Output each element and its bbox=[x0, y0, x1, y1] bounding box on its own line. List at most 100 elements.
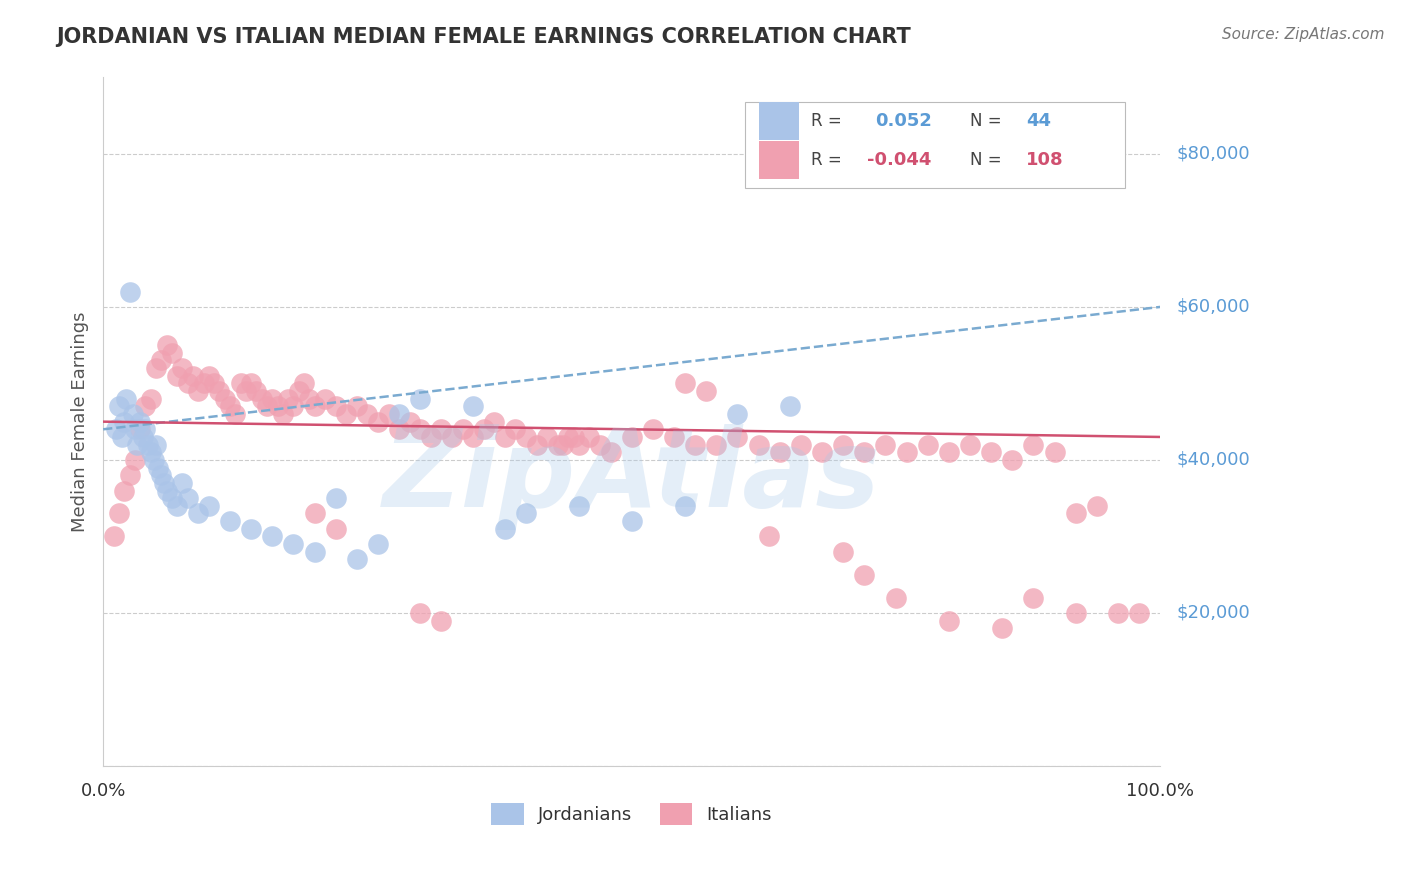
Point bbox=[314, 392, 336, 406]
Point bbox=[283, 537, 305, 551]
Point bbox=[853, 567, 876, 582]
Point bbox=[515, 507, 537, 521]
Point bbox=[224, 407, 246, 421]
Point bbox=[578, 430, 600, 444]
Point bbox=[568, 437, 591, 451]
Point bbox=[256, 400, 278, 414]
Point bbox=[160, 491, 183, 505]
Point bbox=[177, 491, 200, 505]
Point bbox=[172, 475, 194, 490]
Point bbox=[202, 376, 225, 391]
Point bbox=[589, 437, 612, 451]
Point bbox=[515, 430, 537, 444]
Point bbox=[1085, 499, 1108, 513]
Point bbox=[1022, 591, 1045, 605]
Point bbox=[240, 522, 263, 536]
Point bbox=[187, 384, 209, 398]
Point bbox=[208, 384, 231, 398]
Point bbox=[112, 483, 135, 498]
Point bbox=[896, 445, 918, 459]
Point bbox=[136, 437, 159, 451]
Point bbox=[484, 415, 506, 429]
Point bbox=[134, 400, 156, 414]
Point bbox=[103, 529, 125, 543]
Point bbox=[725, 430, 748, 444]
Point bbox=[1043, 445, 1066, 459]
Text: N =: N = bbox=[970, 112, 1001, 130]
Point bbox=[118, 285, 141, 299]
Point bbox=[104, 422, 127, 436]
Point bbox=[472, 422, 495, 436]
Point bbox=[145, 437, 167, 451]
Point bbox=[124, 453, 146, 467]
Point bbox=[430, 422, 453, 436]
Point bbox=[129, 422, 152, 436]
Point bbox=[1022, 437, 1045, 451]
Point bbox=[112, 415, 135, 429]
Point bbox=[430, 614, 453, 628]
Point bbox=[463, 400, 485, 414]
Point bbox=[166, 368, 188, 383]
Point bbox=[505, 422, 527, 436]
Point bbox=[146, 460, 169, 475]
Point bbox=[917, 437, 939, 451]
Point bbox=[325, 491, 347, 505]
Point bbox=[673, 376, 696, 391]
Point bbox=[155, 483, 177, 498]
Point bbox=[641, 422, 664, 436]
Point bbox=[181, 368, 204, 383]
Point bbox=[853, 445, 876, 459]
Point bbox=[193, 376, 215, 391]
Point bbox=[536, 430, 558, 444]
Text: Source: ZipAtlas.com: Source: ZipAtlas.com bbox=[1222, 27, 1385, 42]
Point bbox=[245, 384, 267, 398]
Point bbox=[124, 422, 146, 436]
Point bbox=[150, 353, 173, 368]
Point bbox=[779, 400, 801, 414]
Point bbox=[1064, 606, 1087, 620]
Point bbox=[271, 407, 294, 421]
FancyBboxPatch shape bbox=[759, 141, 799, 179]
Text: $80,000: $80,000 bbox=[1177, 145, 1250, 163]
Point bbox=[250, 392, 273, 406]
Point bbox=[704, 437, 727, 451]
Point bbox=[177, 376, 200, 391]
Point bbox=[1001, 453, 1024, 467]
Point bbox=[725, 407, 748, 421]
Point bbox=[388, 407, 411, 421]
Point bbox=[551, 437, 574, 451]
Point bbox=[129, 415, 152, 429]
Point bbox=[132, 430, 155, 444]
Point bbox=[673, 499, 696, 513]
Point bbox=[262, 392, 284, 406]
Point bbox=[346, 400, 368, 414]
Point bbox=[304, 544, 326, 558]
Point bbox=[1064, 507, 1087, 521]
Point bbox=[388, 422, 411, 436]
Point bbox=[139, 445, 162, 459]
Text: R =: R = bbox=[811, 151, 842, 169]
Point bbox=[620, 430, 643, 444]
Legend: Jordanians, Italians: Jordanians, Italians bbox=[484, 796, 779, 832]
Point bbox=[118, 468, 141, 483]
Point bbox=[875, 437, 897, 451]
Point bbox=[198, 368, 221, 383]
Point bbox=[160, 346, 183, 360]
Point bbox=[134, 422, 156, 436]
Point bbox=[240, 376, 263, 391]
Point bbox=[832, 437, 855, 451]
FancyBboxPatch shape bbox=[745, 102, 1125, 187]
Point bbox=[266, 400, 288, 414]
Text: ZipAtlas: ZipAtlas bbox=[382, 424, 880, 530]
Point bbox=[398, 415, 420, 429]
Point bbox=[599, 445, 621, 459]
Point bbox=[145, 361, 167, 376]
Point bbox=[111, 430, 134, 444]
Point bbox=[346, 552, 368, 566]
FancyBboxPatch shape bbox=[759, 102, 799, 140]
Point bbox=[172, 361, 194, 376]
Point bbox=[683, 437, 706, 451]
Point bbox=[884, 591, 907, 605]
Point bbox=[662, 430, 685, 444]
Text: 0.052: 0.052 bbox=[875, 112, 932, 130]
